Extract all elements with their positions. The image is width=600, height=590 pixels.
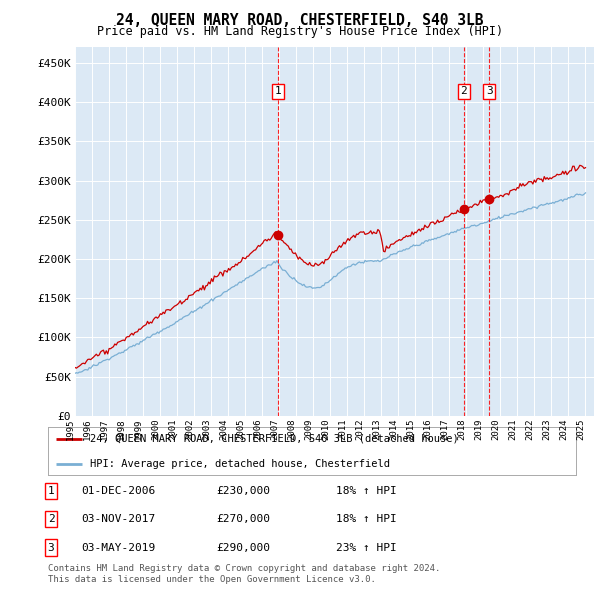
- Text: 2002: 2002: [185, 419, 194, 440]
- Text: 2007: 2007: [270, 419, 279, 440]
- Text: 2005: 2005: [236, 419, 245, 440]
- Text: 2012: 2012: [355, 419, 364, 440]
- Text: 2011: 2011: [338, 419, 347, 440]
- Text: 2009: 2009: [304, 419, 313, 440]
- Text: 1999: 1999: [134, 419, 143, 440]
- Text: 2003: 2003: [202, 419, 211, 440]
- Text: 1998: 1998: [117, 419, 126, 440]
- Text: Contains HM Land Registry data © Crown copyright and database right 2024.: Contains HM Land Registry data © Crown c…: [48, 565, 440, 573]
- Text: 2021: 2021: [508, 419, 517, 440]
- Text: 2013: 2013: [372, 419, 381, 440]
- Text: 03-MAY-2019: 03-MAY-2019: [81, 543, 155, 552]
- Text: 1: 1: [47, 486, 55, 496]
- Text: HPI: Average price, detached house, Chesterfield: HPI: Average price, detached house, Ches…: [90, 459, 390, 469]
- Text: 1997: 1997: [100, 419, 109, 440]
- Text: 24, QUEEN MARY ROAD, CHESTERFIELD, S40 3LB: 24, QUEEN MARY ROAD, CHESTERFIELD, S40 3…: [116, 13, 484, 28]
- Text: 2018: 2018: [457, 419, 466, 440]
- Text: 03-NOV-2017: 03-NOV-2017: [81, 514, 155, 524]
- Text: 24, QUEEN MARY ROAD, CHESTERFIELD, S40 3LB (detached house): 24, QUEEN MARY ROAD, CHESTERFIELD, S40 3…: [90, 434, 459, 444]
- Text: 1996: 1996: [83, 419, 92, 440]
- Text: 2: 2: [460, 87, 467, 96]
- Text: 2001: 2001: [168, 419, 177, 440]
- Text: £290,000: £290,000: [216, 543, 270, 552]
- Text: 01-DEC-2006: 01-DEC-2006: [81, 486, 155, 496]
- Text: 18% ↑ HPI: 18% ↑ HPI: [336, 486, 397, 496]
- Text: 2022: 2022: [526, 419, 535, 440]
- Text: 2025: 2025: [577, 419, 586, 440]
- Text: £230,000: £230,000: [216, 486, 270, 496]
- Text: 1995: 1995: [66, 419, 75, 440]
- Text: 2016: 2016: [424, 419, 433, 440]
- Text: 2008: 2008: [287, 419, 296, 440]
- Text: 2006: 2006: [253, 419, 262, 440]
- Text: 2015: 2015: [406, 419, 415, 440]
- Text: This data is licensed under the Open Government Licence v3.0.: This data is licensed under the Open Gov…: [48, 575, 376, 584]
- Text: 2004: 2004: [219, 419, 228, 440]
- Text: Price paid vs. HM Land Registry's House Price Index (HPI): Price paid vs. HM Land Registry's House …: [97, 25, 503, 38]
- Text: 18% ↑ HPI: 18% ↑ HPI: [336, 514, 397, 524]
- Text: 2024: 2024: [559, 419, 568, 440]
- Text: 3: 3: [47, 543, 55, 552]
- Text: 1: 1: [274, 87, 281, 96]
- Text: 2023: 2023: [542, 419, 551, 440]
- Text: 2017: 2017: [440, 419, 449, 440]
- Text: 2000: 2000: [151, 419, 160, 440]
- Text: 23% ↑ HPI: 23% ↑ HPI: [336, 543, 397, 552]
- Text: 2: 2: [47, 514, 55, 524]
- Text: 3: 3: [486, 87, 493, 96]
- Text: 2019: 2019: [475, 419, 484, 440]
- Text: 2014: 2014: [389, 419, 398, 440]
- Text: 2020: 2020: [491, 419, 500, 440]
- Text: £270,000: £270,000: [216, 514, 270, 524]
- Text: 2010: 2010: [321, 419, 330, 440]
